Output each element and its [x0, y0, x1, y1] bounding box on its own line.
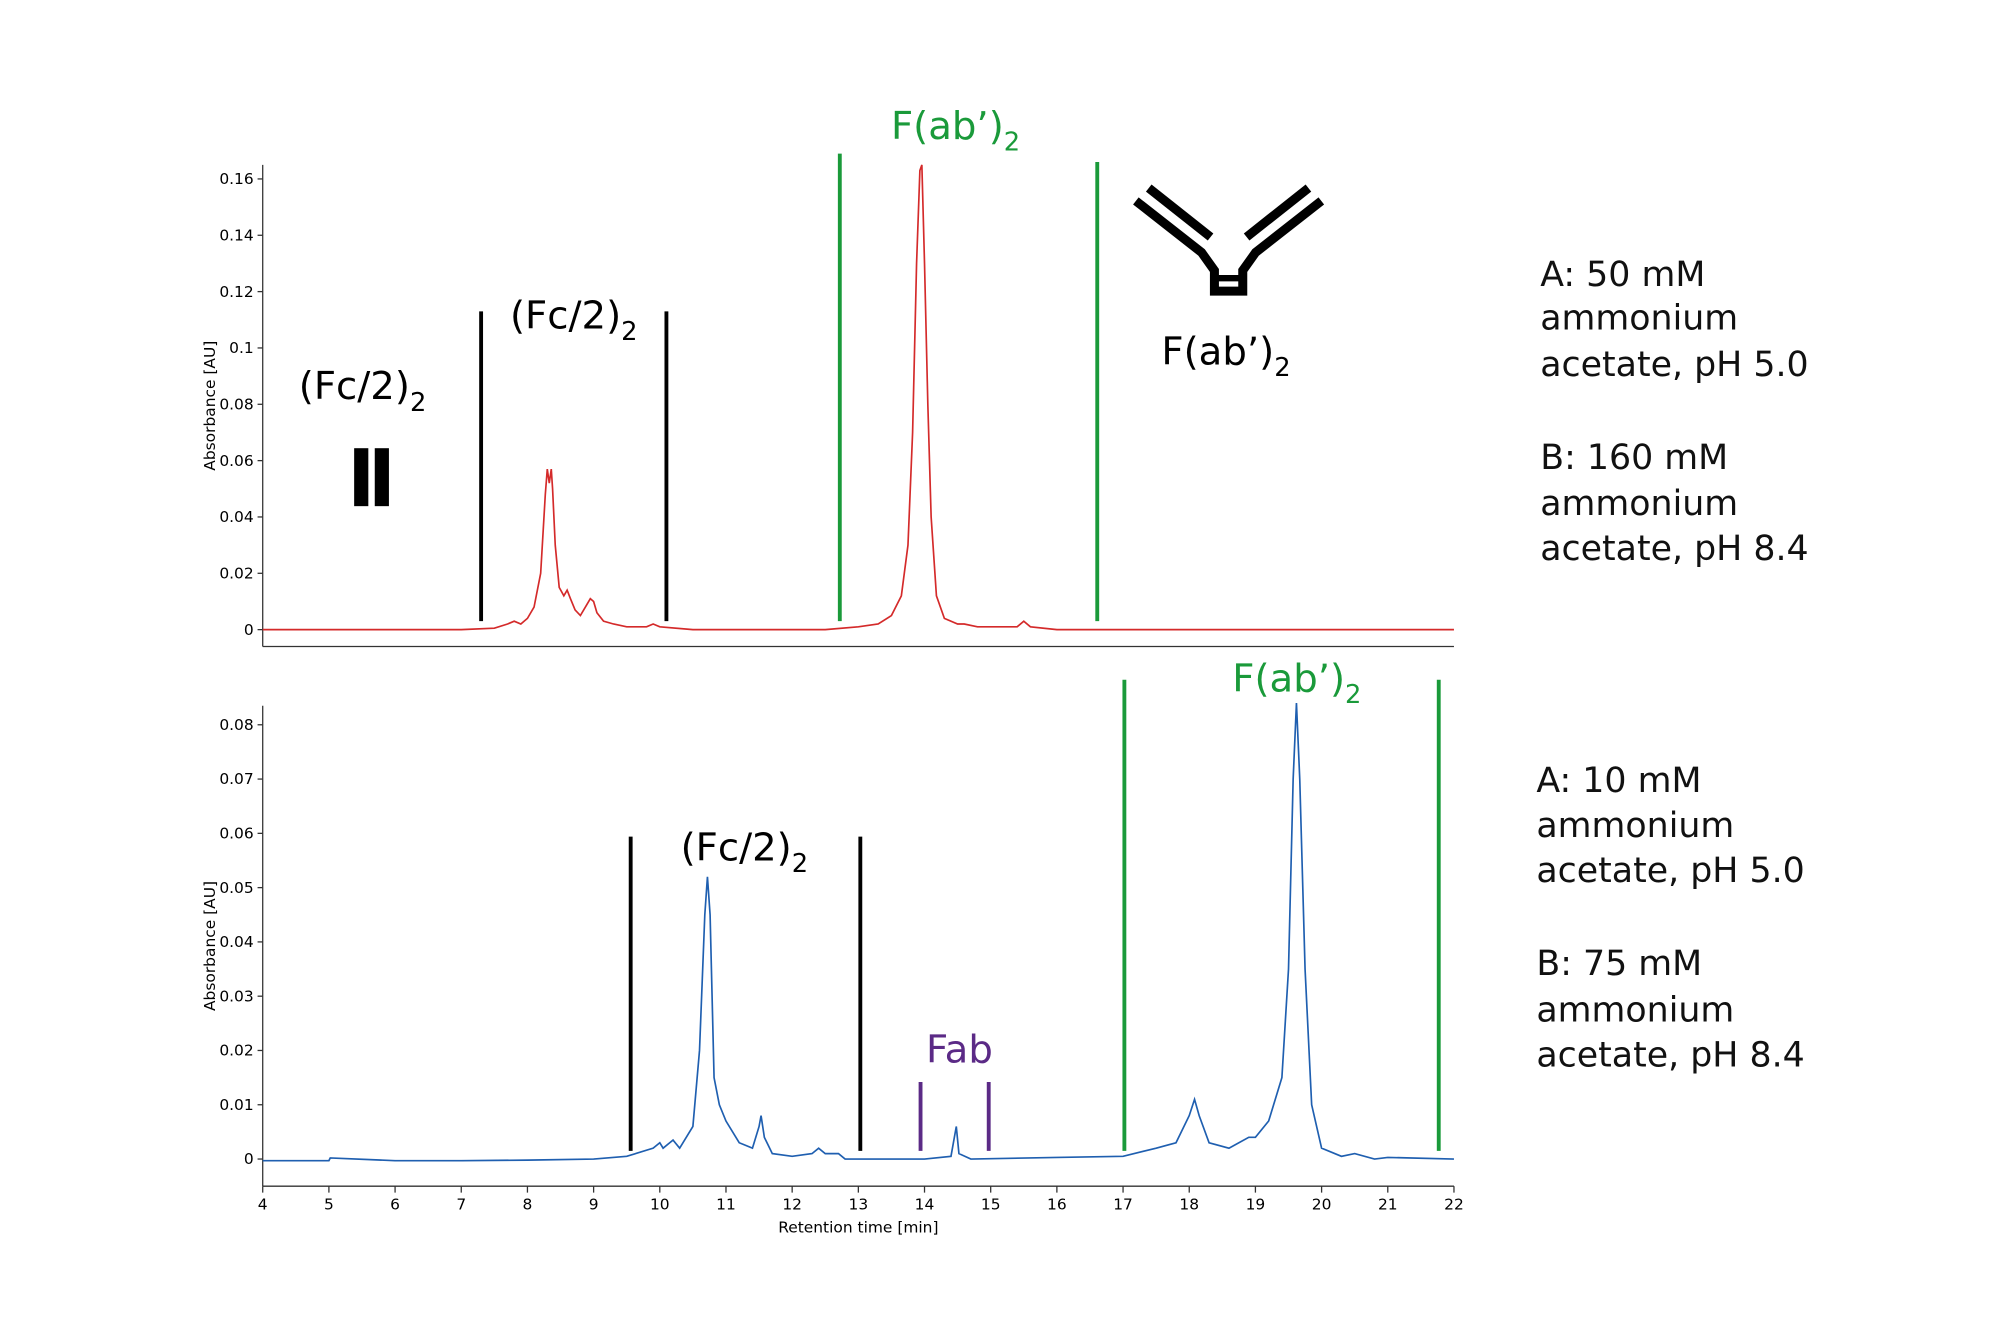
annotation-text: (Fc/2) [299, 364, 410, 409]
annotation: (Fc/2)2 [299, 364, 427, 418]
antibody-icon [1133, 184, 1325, 296]
condition-text: ammonium [1540, 484, 1738, 524]
trace [262, 164, 1454, 631]
y-axis-label: Absorbance [AU] [201, 341, 219, 471]
y-tick-label: 0.06 [219, 824, 253, 842]
y-tick-label: 0.02 [219, 1042, 253, 1060]
annotation: (Fc/2)2 [681, 825, 809, 879]
annotation-text: F(ab’) [1161, 329, 1274, 374]
annotation-text: F(ab’) [1232, 657, 1345, 702]
x-tick-label: 19 [1246, 1195, 1266, 1213]
y-tick-label: 0.06 [219, 452, 253, 470]
x-tick-label: 12 [782, 1195, 802, 1213]
y-tick-label: 0.04 [219, 933, 253, 951]
x-tick-label: 7 [456, 1195, 466, 1213]
condition-text: acetate, pH 8.4 [1540, 529, 1808, 569]
condition-text: B: 75 mM [1536, 944, 1702, 984]
annotation-subscript: 2 [621, 317, 637, 347]
trace [262, 703, 1454, 1162]
dimer-icon [354, 448, 389, 507]
y-tick-label: 0 [244, 621, 254, 639]
annotation: F(ab’)2 [891, 104, 1020, 158]
annotation: Fab [926, 1028, 993, 1073]
y-tick-label: 0.01 [219, 1096, 253, 1114]
condition-text: ammonium [1536, 806, 1734, 846]
condition-text: ammonium [1536, 990, 1734, 1030]
y-tick-label: 0.12 [219, 283, 253, 301]
condition-text: A: 50 mM [1540, 255, 1705, 295]
annotation-subscript: 2 [1004, 128, 1020, 158]
y-tick-label: 0.1 [229, 339, 254, 357]
x-tick-label: 4 [258, 1195, 268, 1213]
annotation-subscript: 2 [410, 388, 426, 418]
annotation-subscript: 2 [1345, 680, 1361, 710]
condition-text: acetate, pH 8.4 [1536, 1035, 1804, 1075]
y-tick-label: 0.03 [219, 987, 253, 1005]
annotation-text: (Fc/2) [510, 293, 621, 338]
x-tick-label: 21 [1378, 1195, 1398, 1213]
annotation: F(ab’)2 [1161, 329, 1290, 383]
x-axis-label: Retention time [min] [778, 1219, 938, 1237]
x-tick-label: 11 [716, 1195, 736, 1213]
x-tick-label: 13 [849, 1195, 869, 1213]
x-tick-label: 6 [390, 1195, 400, 1213]
y-tick-label: 0 [244, 1150, 254, 1168]
y-tick-label: 0.07 [219, 770, 253, 788]
x-tick-label: 20 [1312, 1195, 1332, 1213]
y-tick-label: 0.14 [219, 226, 253, 244]
x-tick-label: 16 [1047, 1195, 1067, 1213]
annotation: (Fc/2)2 [510, 293, 638, 347]
y-tick-label: 0.08 [219, 716, 253, 734]
y-tick-label: 0.02 [219, 564, 253, 582]
x-tick-label: 15 [981, 1195, 1001, 1213]
annotation: F(ab’)2 [1232, 657, 1361, 711]
y-tick-label: 0.16 [219, 170, 253, 188]
annotation-text: F(ab’) [891, 104, 1004, 149]
y-axis-label: Absorbance [AU] [201, 881, 219, 1011]
x-tick-label: 5 [324, 1195, 334, 1213]
annotation-subscript: 2 [1274, 353, 1290, 383]
y-tick-label: 0.08 [219, 395, 253, 413]
annotation-text: (Fc/2) [681, 825, 792, 870]
annotation-text: Fab [926, 1028, 993, 1073]
x-tick-label: 10 [650, 1195, 670, 1213]
y-tick-label: 0.05 [219, 879, 253, 897]
x-tick-label: 8 [523, 1195, 533, 1213]
x-tick-label: 22 [1444, 1195, 1464, 1213]
x-tick-label: 9 [589, 1195, 599, 1213]
x-tick-label: 14 [915, 1195, 935, 1213]
condition-text: acetate, pH 5.0 [1536, 851, 1804, 891]
annotation-subscript: 2 [792, 849, 808, 879]
condition-text: ammonium [1540, 299, 1738, 339]
x-tick-label: 18 [1179, 1195, 1199, 1213]
condition-text: B: 160 mM [1540, 438, 1728, 478]
x-tick-label: 17 [1113, 1195, 1133, 1213]
y-tick-label: 0.04 [219, 508, 253, 526]
condition-text: acetate, pH 5.0 [1540, 345, 1808, 385]
condition-text: A: 10 mM [1536, 761, 1701, 801]
